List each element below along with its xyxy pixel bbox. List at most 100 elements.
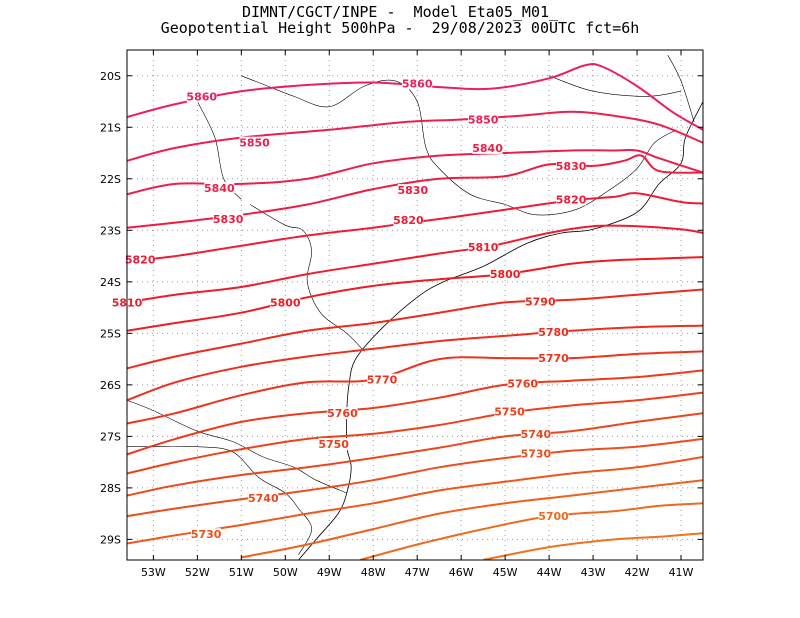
contour-label: 5850 <box>468 114 499 127</box>
contour-label-bg <box>468 113 499 126</box>
lat-tick-label: 21S <box>100 121 121 134</box>
contour-label: 5770 <box>367 374 398 387</box>
contour-5780 <box>127 324 703 402</box>
contour-label-bg <box>248 492 279 505</box>
contour-5840 <box>127 148 703 196</box>
contour-label-bg <box>507 377 538 390</box>
state-border <box>127 400 347 494</box>
state-border <box>127 446 313 555</box>
state-border <box>549 75 682 97</box>
contour-label-bg <box>402 77 433 90</box>
contour-5770 <box>127 350 703 425</box>
lon-tick-label: 49W <box>317 566 342 579</box>
contour-label-bg <box>556 193 587 206</box>
contour-5710 <box>241 479 703 559</box>
lat-tick-label: 20S <box>100 70 121 83</box>
lat-tick-label: 29S <box>100 533 121 546</box>
contour-label-bg <box>494 405 525 418</box>
lon-tick-label: 45W <box>493 566 518 579</box>
lon-tick-label: 51W <box>229 566 254 579</box>
contour-5690 <box>483 532 703 560</box>
state-border <box>241 75 677 216</box>
contour-5730 <box>127 437 703 518</box>
contour-label-bg <box>393 214 424 226</box>
lat-tick-label: 27S <box>100 430 121 443</box>
lon-tick-label: 53W <box>141 566 166 579</box>
contour-label-bg <box>327 407 358 420</box>
lat-tick-label: 22S <box>100 173 121 186</box>
lat-tick-label: 28S <box>100 482 121 495</box>
contour-label-bg <box>186 90 217 103</box>
contour-5750 <box>127 391 703 475</box>
contour-label-bg <box>191 528 222 541</box>
contour-label: 5700 <box>538 510 569 523</box>
contour-label: 5740 <box>521 428 552 441</box>
contour-label-bg <box>270 296 301 309</box>
lat-tick-label: 25S <box>100 327 121 340</box>
contour-label: 5840 <box>472 142 503 155</box>
contour-5820 <box>127 192 703 263</box>
contour-label: 5800 <box>490 268 521 281</box>
lon-tick-label: 52W <box>185 566 210 579</box>
contour-label-bg <box>239 136 270 149</box>
title-line-1: DIMNT/CGCT/INPE - Model Eta05_M01_ <box>241 3 559 21</box>
contour-label: 5850 <box>239 137 270 150</box>
contour-label-bg <box>538 352 569 365</box>
contour-label: 5750 <box>494 406 525 419</box>
contour-label: 5860 <box>186 90 217 103</box>
contour-5740 <box>127 412 703 497</box>
contour-label-bg <box>204 182 235 195</box>
contour-label: 5820 <box>393 214 424 227</box>
contour-label: 5830 <box>556 160 587 173</box>
coastline-and-borders <box>127 55 703 560</box>
title-line-2: Geopotential Height 500hPa - 29/08/2023 … <box>160 19 640 37</box>
contour-label-bg <box>468 240 499 253</box>
contour-label: 5740 <box>248 492 279 505</box>
contour-label: 5860 <box>402 77 433 90</box>
contour-label-bg <box>318 438 349 451</box>
contour-label: 5730 <box>521 447 552 460</box>
contour-label-bg <box>367 373 398 386</box>
contour-label: 5840 <box>204 182 235 195</box>
lon-tick-label: 44W <box>537 566 562 579</box>
contour-label: 5800 <box>270 296 301 309</box>
contour-label-bg <box>520 447 551 460</box>
contour-label: 5790 <box>525 295 556 308</box>
contour-label-bg <box>472 141 503 154</box>
plot-frame <box>126 49 704 561</box>
lon-tick-label: 47W <box>405 566 430 579</box>
contour-label-bg <box>125 253 156 266</box>
lat-tick-label: 26S <box>100 379 121 392</box>
lon-tick-label: 42W <box>625 566 650 579</box>
contour-label: 5810 <box>468 241 499 254</box>
state-border <box>249 204 365 352</box>
contour-5790 <box>127 288 703 370</box>
lon-tick-label: 43W <box>581 566 606 579</box>
lon-tick-label: 48W <box>361 566 386 579</box>
contour-label-bg <box>397 184 428 197</box>
contour-labels: 5860 5860 5850 5850 5840 5840 5830 5830 5830 5820… <box>112 77 587 541</box>
contour-label-bg <box>556 159 587 172</box>
state-border <box>667 55 695 123</box>
lat-tick-label: 24S <box>100 276 121 289</box>
contour-label: 5730 <box>191 528 222 541</box>
lon-tick-label: 41W <box>669 566 694 579</box>
coastline <box>298 101 703 560</box>
lon-tick-label: 46W <box>449 566 474 579</box>
contour-label: 5760 <box>327 407 358 420</box>
contour-5860 <box>127 62 703 131</box>
contour-label: 5830 <box>397 184 428 197</box>
contour-label: 5750 <box>318 438 349 451</box>
contour-5760 <box>127 369 703 456</box>
contour-label: 5820 <box>556 193 587 206</box>
contour-5800 <box>127 256 703 332</box>
contour-label: 5780 <box>538 326 569 339</box>
contour-label: 5820 <box>125 254 156 267</box>
lon-tick-label: 50W <box>273 566 298 579</box>
contour-label: 5760 <box>507 377 538 390</box>
contour-label-bg <box>538 510 569 523</box>
contour-label: 5770 <box>538 352 569 365</box>
contour-5810 <box>127 224 703 304</box>
title-block: DIMNT/CGCT/INPE - Model Eta05_M01_ Geopo… <box>0 4 800 36</box>
lat-tick-label: 23S <box>100 224 121 237</box>
